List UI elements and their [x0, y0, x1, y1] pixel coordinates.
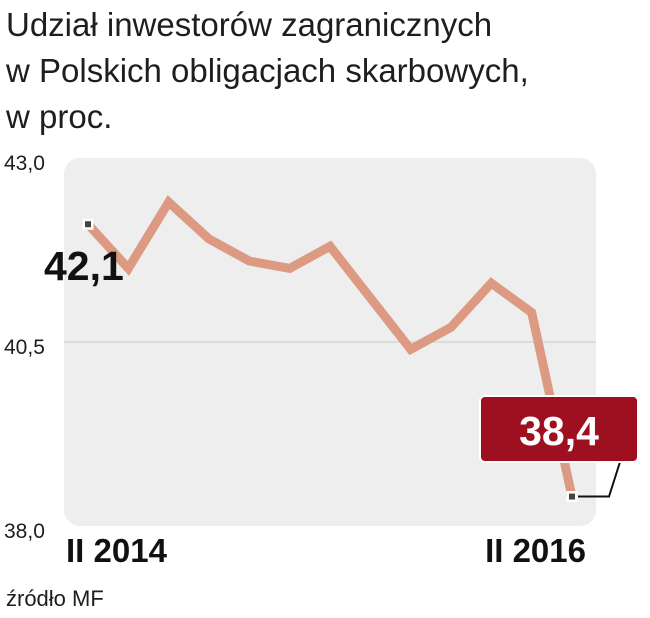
- end-value-label: 38,4: [519, 408, 599, 454]
- x-tick-label: II 2016: [485, 532, 586, 569]
- end-value-callout: [479, 395, 639, 463]
- y-tick-label: 43,0: [4, 152, 45, 175]
- chart-title: Udział inwestorów zagranicznych w Polski…: [6, 2, 646, 140]
- source-note: źródło MF: [6, 586, 104, 611]
- callout-leader-line: [578, 461, 621, 498]
- series-line: [84, 195, 577, 498]
- y-tick-label: 38,0: [4, 520, 45, 543]
- chart-title-line: w proc.: [6, 98, 113, 135]
- series-layer: [82, 195, 578, 503]
- y-tick-label: 40,5: [4, 336, 45, 359]
- marker-dot: [85, 221, 91, 228]
- chart-title-line: w Polskich obligacjach skarbowych,: [6, 52, 529, 89]
- x-tick-label: II 2014: [66, 532, 168, 569]
- start-value-label: 42,1: [44, 243, 124, 289]
- line-chart: 43,0 40,5 38,0 42,1 38,4 II 2014 II 2016: [4, 152, 639, 569]
- chart-title-line: Udział inwestorów zagranicznych: [6, 6, 493, 43]
- marker-dot: [569, 493, 575, 500]
